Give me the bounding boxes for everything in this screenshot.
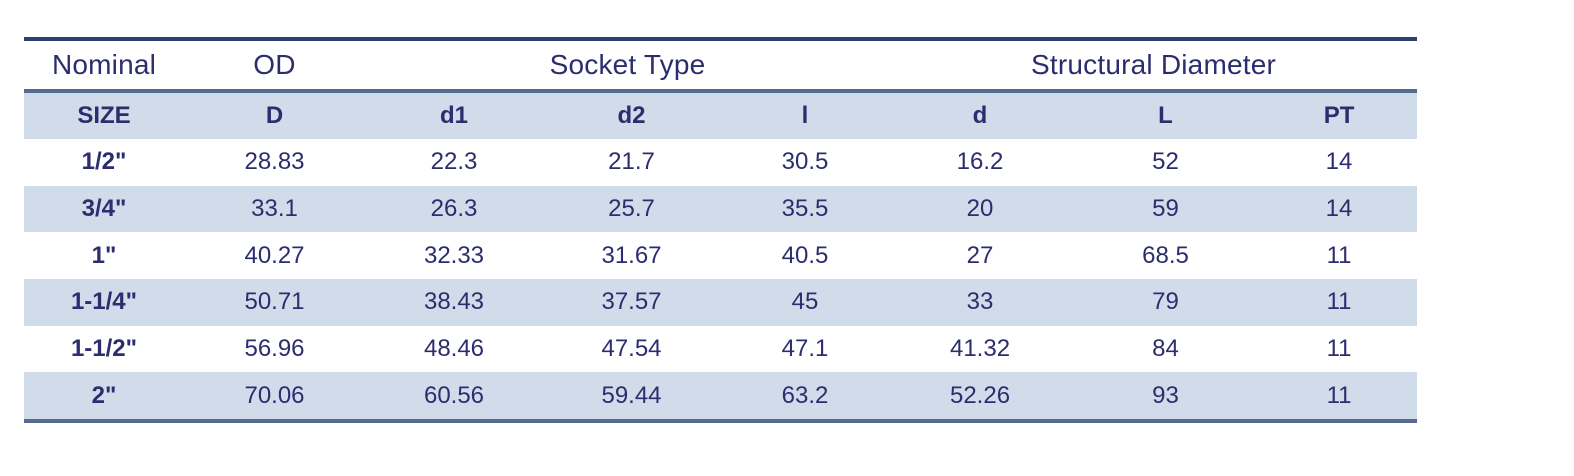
size-cell: 1" bbox=[91, 241, 117, 269]
size-cell: 1/2" bbox=[81, 148, 127, 176]
size-cell: 2" bbox=[24, 372, 184, 424]
table-cell: 20 bbox=[890, 185, 1071, 233]
table-cell: 27 bbox=[966, 241, 994, 269]
size-cell: 1-1/4" bbox=[24, 279, 184, 326]
table-cell: 21.7 bbox=[608, 148, 655, 176]
table-cell: 47.54 bbox=[601, 335, 662, 363]
table-cell: 11 bbox=[1261, 279, 1418, 326]
table-cell: 60.56 bbox=[365, 372, 543, 424]
table-cell: 32.33 bbox=[423, 241, 485, 269]
group-header-structural-diameter: Structural Diameter bbox=[890, 37, 1418, 93]
table-cell: 59 bbox=[1070, 185, 1262, 233]
size-cell: 3/4" bbox=[24, 185, 184, 233]
group-header-row: Nominal OD Socket Type Structural Diamet… bbox=[24, 37, 1418, 93]
table-row: 3/4" 33.1 26.3 25.7 35.5 20 59 14 bbox=[24, 185, 1418, 233]
table-cell: 14 bbox=[1325, 148, 1353, 176]
table-row: 1-1/4" 50.71 38.43 37.57 45 33 79 11 bbox=[24, 279, 1418, 326]
table-cell: 63.2 bbox=[720, 372, 891, 424]
table-cell: 68.5 bbox=[1142, 241, 1189, 269]
table-row: 2" 70.06 60.56 59.44 63.2 52.26 93 11 bbox=[24, 372, 1418, 424]
table-cell: 11 bbox=[1326, 335, 1352, 363]
sub-header-row: SIZE D d1 d2 l d L PT bbox=[24, 91, 1418, 139]
table-cell: 56.96 bbox=[244, 335, 305, 363]
table-row: 1/2" 28.83 22.3 21.7 30.5 16.2 52 14 bbox=[24, 139, 1417, 186]
table-cell: 59.44 bbox=[543, 372, 720, 424]
table-cell: 33 bbox=[890, 279, 1071, 326]
table-cell: 47.1 bbox=[781, 335, 829, 363]
table-cell: 79 bbox=[1070, 279, 1262, 326]
sub-header-d1: d1 bbox=[365, 91, 543, 139]
table-cell: 37.57 bbox=[543, 279, 720, 326]
table-cell: 38.43 bbox=[365, 279, 543, 326]
table-cell: 40.5 bbox=[781, 241, 829, 269]
sub-header-l: l bbox=[720, 91, 891, 139]
table-cell: 11 bbox=[1261, 372, 1418, 424]
group-header-socket-type: Socket Type bbox=[365, 37, 891, 93]
table-cell: 35.5 bbox=[720, 185, 891, 233]
table-cell: 33.1 bbox=[184, 185, 365, 233]
size-cell: 1-1/2" bbox=[70, 335, 138, 363]
table-cell: 22.3 bbox=[430, 148, 478, 176]
table-cell: 14 bbox=[1261, 185, 1418, 233]
table-cell: 40.27 bbox=[244, 241, 305, 269]
table-cell: 93 bbox=[1070, 372, 1262, 424]
group-header-od: OD bbox=[184, 37, 365, 93]
table-cell: 52.26 bbox=[890, 372, 1071, 424]
sub-header-d: d bbox=[890, 91, 1071, 139]
table-cell: 31.67 bbox=[601, 241, 662, 269]
sub-header-d2: d2 bbox=[543, 91, 720, 139]
table-cell: 16.2 bbox=[956, 148, 1004, 176]
dimension-table-container: Nominal OD Socket Type Structural Diamet… bbox=[24, 37, 1418, 424]
table-cell: 70.06 bbox=[184, 372, 365, 424]
table-cell: 45 bbox=[720, 279, 891, 326]
table-cell: 52 bbox=[1152, 148, 1179, 176]
table-cell: 50.71 bbox=[184, 279, 365, 326]
group-header-nominal: Nominal bbox=[24, 37, 184, 93]
pipe-dimension-table: Nominal OD Socket Type Structural Diamet… bbox=[24, 37, 1418, 424]
table-cell: 48.46 bbox=[423, 335, 485, 363]
table-cell: 28.83 bbox=[244, 148, 305, 176]
table-row: 1-1/2" 56.96 48.46 47.54 47.1 41.32 84 1… bbox=[24, 326, 1417, 373]
table-cell: 41.32 bbox=[949, 335, 1011, 363]
table-cell: 84 bbox=[1152, 335, 1179, 363]
table-cell: 26.3 bbox=[365, 185, 543, 233]
table-row: 1" 40.27 32.33 31.67 40.5 27 68.5 11 bbox=[24, 232, 1417, 279]
table-cell: 11 bbox=[1326, 241, 1352, 269]
table-cell: 25.7 bbox=[543, 185, 720, 233]
sub-header-D: D bbox=[184, 91, 365, 139]
sub-header-L: L bbox=[1070, 91, 1262, 139]
table-cell: 30.5 bbox=[781, 148, 829, 176]
sub-header-PT: PT bbox=[1261, 91, 1418, 139]
sub-header-size: SIZE bbox=[24, 91, 184, 139]
